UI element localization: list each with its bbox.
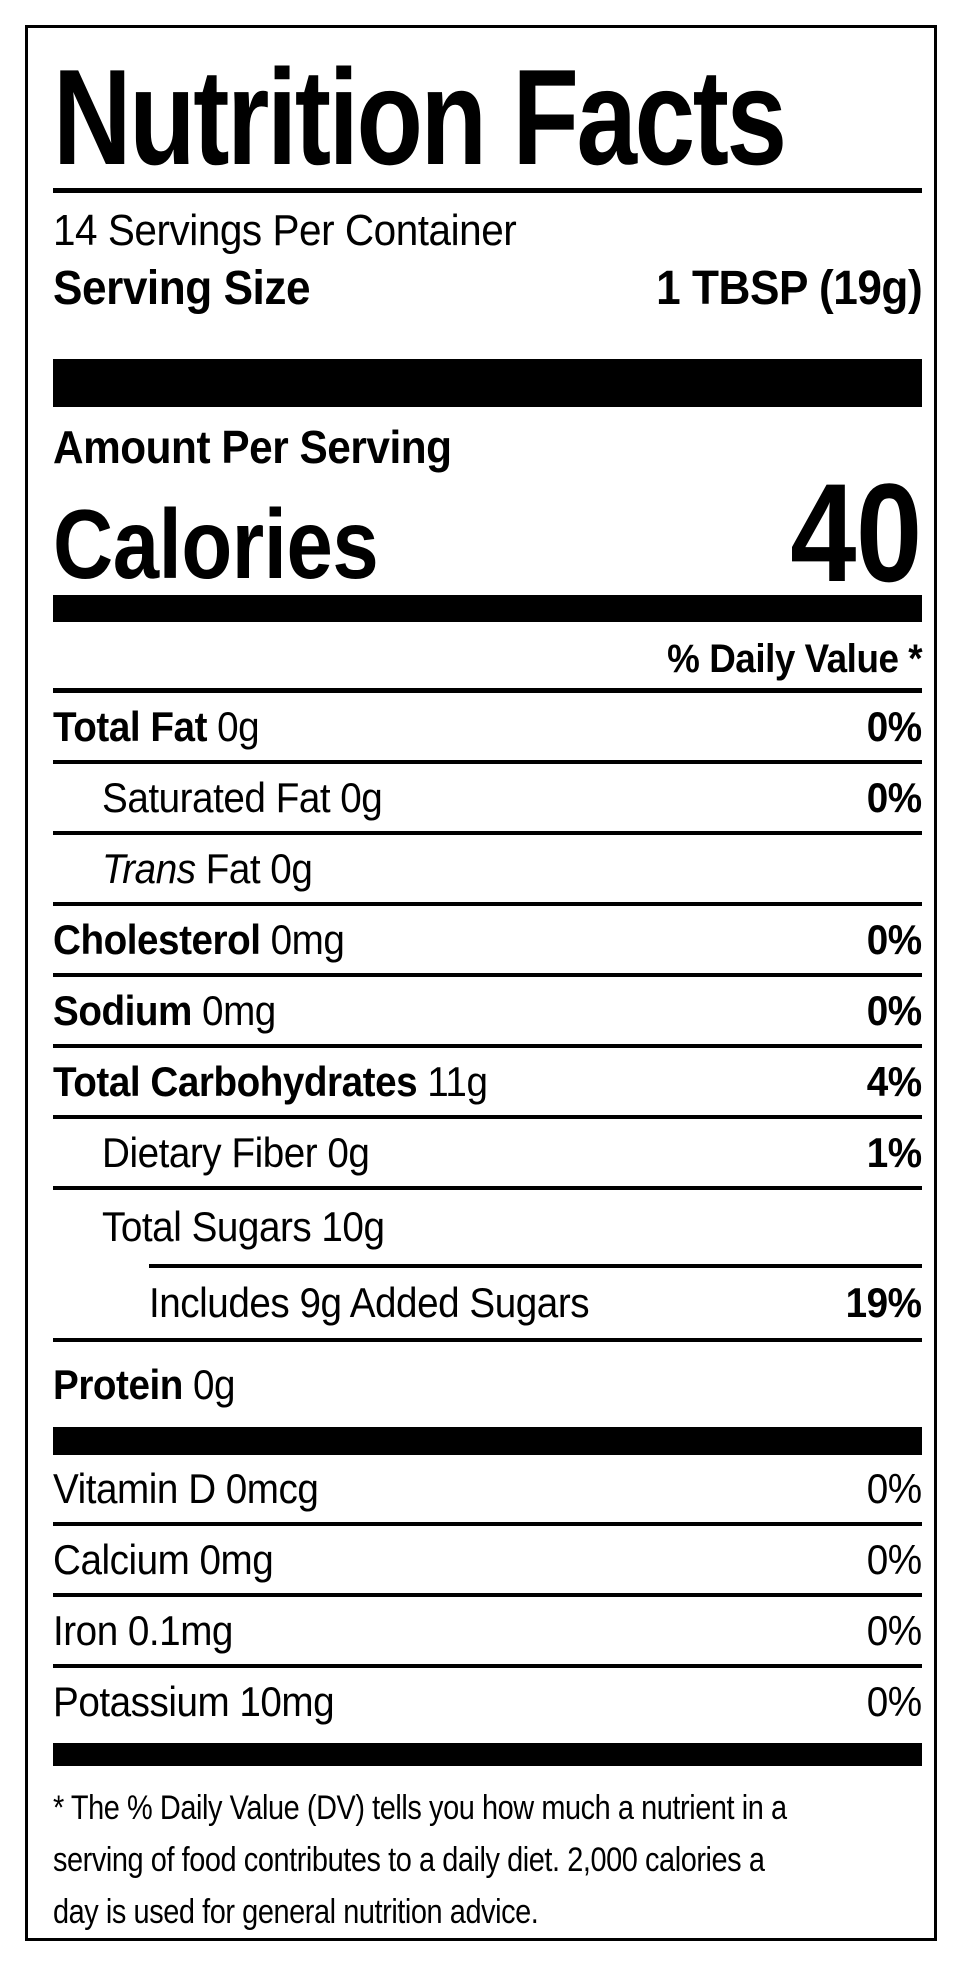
nutrient-name: Trans Fat 0g bbox=[102, 844, 313, 892]
vitamin-name: Vitamin D 0mcg bbox=[53, 1464, 319, 1512]
thick-bar-top bbox=[53, 359, 922, 407]
nutrient-name: Includes 9g Added Sugars bbox=[149, 1279, 590, 1326]
nutrient-percent: 0% bbox=[867, 986, 922, 1034]
nutrient-name: Sodium 0mg bbox=[53, 986, 276, 1034]
nutrient-name: Total Carbohydrates 11g bbox=[53, 1057, 488, 1105]
nutrient-row-added-sugars: Includes 9g Added Sugars 19% bbox=[53, 1268, 922, 1342]
thick-bar-vitamins bbox=[53, 1427, 922, 1455]
nutrient-name: Cholesterol 0mg bbox=[53, 915, 345, 963]
nutrient-percent: 0% bbox=[867, 702, 922, 750]
nutrient-percent: 0% bbox=[867, 915, 922, 963]
footnote-line: * The % Daily Value (DV) tells you how m… bbox=[53, 1789, 787, 1827]
vitamin-percent: 0% bbox=[867, 1677, 922, 1725]
vitamin-row-iron: Iron 0.1mg 0% bbox=[53, 1597, 922, 1668]
nutrient-row-protein: Protein 0g bbox=[53, 1342, 922, 1427]
nutrient-name: Total Sugars 10g bbox=[102, 1203, 385, 1250]
nutrient-row-dietary-fiber: Dietary Fiber 0g 1% bbox=[53, 1119, 922, 1190]
nutrient-percent: 0% bbox=[867, 773, 922, 821]
vitamin-name: Iron 0.1mg bbox=[53, 1606, 233, 1654]
footnote-line: serving of food contributes to a daily d… bbox=[53, 1841, 765, 1879]
nutrient-row-total-carbohydrates: Total Carbohydrates 11g 4% bbox=[53, 1048, 922, 1119]
serving-size-label: Serving Size bbox=[53, 262, 311, 315]
footnote-line: day is used for general nutrition advice… bbox=[53, 1893, 539, 1931]
nutrient-row-saturated-fat: Saturated Fat 0g 0% bbox=[53, 764, 922, 835]
vitamin-row-calcium: Calcium 0mg 0% bbox=[53, 1526, 922, 1597]
vitamin-row-potassium: Potassium 10mg 0% bbox=[53, 1668, 922, 1735]
daily-value-header-row: % Daily Value * bbox=[53, 630, 922, 693]
added-sugars-divider bbox=[149, 1264, 922, 1268]
serving-size-value: 1 TBSP (19g) bbox=[655, 262, 923, 315]
daily-value-header: % Daily Value * bbox=[667, 636, 922, 681]
nutrient-name: Dietary Fiber 0g bbox=[102, 1128, 370, 1176]
serving-size-row: Serving Size 1 TBSP (19g) bbox=[53, 259, 922, 319]
thick-bar-footnote bbox=[53, 1743, 922, 1766]
nutrient-name: Total Fat 0g bbox=[53, 702, 260, 750]
nutrient-name: Protein 0g bbox=[53, 1360, 236, 1408]
amount-per-serving-label: Amount Per Serving bbox=[53, 421, 452, 473]
calories-label: Calories bbox=[53, 489, 379, 599]
vitamin-percent: 0% bbox=[867, 1535, 922, 1583]
calories-row: Calories 40 bbox=[53, 454, 922, 611]
title-divider bbox=[53, 188, 922, 193]
nutrient-row-total-fat: Total Fat 0g 0% bbox=[53, 693, 922, 764]
nutrient-row-trans-fat: Trans Fat 0g bbox=[53, 835, 922, 906]
nutrient-row-total-sugars: Total Sugars 10g bbox=[53, 1190, 922, 1264]
nutrient-row-cholesterol: Cholesterol 0mg 0% bbox=[53, 906, 922, 977]
vitamin-row-vitamin-d: Vitamin D 0mcg 0% bbox=[53, 1455, 922, 1526]
label-title: Nutrition Facts bbox=[53, 41, 787, 193]
thick-bar-calories bbox=[53, 595, 922, 622]
servings-per-container-text: 14 Servings Per Container bbox=[53, 206, 517, 255]
nutrient-name: Saturated Fat 0g bbox=[102, 773, 383, 821]
calories-value: 40 bbox=[790, 454, 922, 611]
vitamin-name: Calcium 0mg bbox=[53, 1535, 274, 1583]
nutrient-percent: 4% bbox=[867, 1057, 922, 1105]
nutrient-row-sodium: Sodium 0mg 0% bbox=[53, 977, 922, 1048]
servings-per-container: 14 Servings Per Container bbox=[53, 203, 922, 259]
nutrient-percent: 1% bbox=[867, 1128, 922, 1176]
vitamin-percent: 0% bbox=[867, 1464, 922, 1512]
vitamin-name: Potassium 10mg bbox=[53, 1677, 335, 1725]
nutrient-percent: 19% bbox=[846, 1279, 922, 1326]
nutrition-facts-label: Nutrition Facts 14 Servings Per Containe… bbox=[25, 25, 937, 1941]
vitamin-percent: 0% bbox=[867, 1606, 922, 1654]
daily-value-footnote: * The % Daily Value (DV) tells you how m… bbox=[53, 1782, 922, 1938]
